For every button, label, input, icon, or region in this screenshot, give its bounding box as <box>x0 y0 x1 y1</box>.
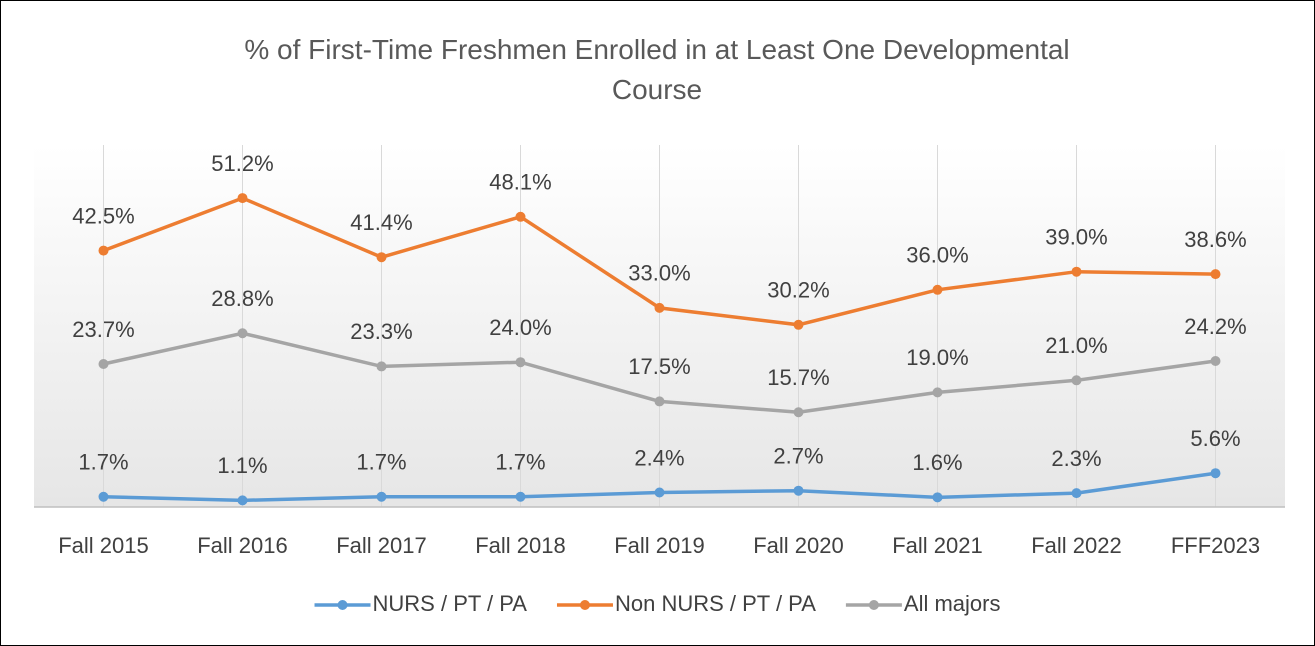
data-point <box>793 407 804 418</box>
data-point <box>515 491 526 502</box>
data-point <box>1071 488 1082 499</box>
data-label: 19.0% <box>906 345 968 370</box>
data-point <box>654 487 665 498</box>
data-label: 41.4% <box>350 210 412 235</box>
data-point <box>654 396 665 407</box>
x-tick-label: Fall 2021 <box>892 533 983 558</box>
x-tick-label: Fall 2019 <box>614 533 705 558</box>
data-point <box>1210 468 1221 479</box>
data-label: 2.7% <box>773 444 823 469</box>
data-label: 1.6% <box>912 450 962 475</box>
legend-marker <box>337 600 348 610</box>
data-label: 48.1% <box>489 170 551 195</box>
legend-label: All majors <box>904 591 1001 616</box>
x-tick-label: Fall 2017 <box>336 533 427 558</box>
data-label: 17.5% <box>628 354 690 379</box>
data-point <box>98 245 109 256</box>
x-tick-label: Fall 2020 <box>753 533 844 558</box>
legend-label: NURS / PT / PA <box>373 591 528 616</box>
data-label: 51.2% <box>211 151 273 176</box>
data-label: 2.3% <box>1051 446 1101 471</box>
data-label: 24.0% <box>489 315 551 340</box>
x-tick-label: Fall 2022 <box>1031 533 1122 558</box>
data-point <box>98 491 109 502</box>
data-point <box>237 495 248 506</box>
data-label: 28.8% <box>211 286 273 311</box>
data-label: 15.7% <box>767 365 829 390</box>
data-label: 39.0% <box>1045 225 1107 250</box>
data-point <box>237 328 248 339</box>
data-label: 2.4% <box>634 445 684 470</box>
data-point <box>98 359 109 370</box>
x-tick-label: Fall 2016 <box>197 533 288 558</box>
data-point <box>376 252 387 263</box>
legend-marker <box>579 600 590 610</box>
chart-title: % of First-Time Freshmen Enrolled in at … <box>244 34 1070 105</box>
x-tick-label: FFF2023 <box>1171 533 1260 558</box>
data-label: 1.1% <box>217 453 267 478</box>
data-label: 21.0% <box>1045 333 1107 358</box>
data-point <box>654 302 665 313</box>
data-label: 24.2% <box>1184 314 1246 339</box>
data-point <box>237 193 248 204</box>
data-label: 1.7% <box>356 450 406 475</box>
data-point <box>1210 269 1221 280</box>
data-point <box>1071 266 1082 277</box>
legend-marker <box>868 600 879 610</box>
data-point <box>376 361 387 372</box>
data-label: 1.7% <box>78 450 128 475</box>
data-point <box>793 319 804 330</box>
data-point <box>932 284 943 295</box>
data-point <box>376 491 387 502</box>
data-label: 38.6% <box>1184 227 1246 252</box>
data-label: 30.2% <box>767 278 829 303</box>
data-point <box>515 357 526 368</box>
data-point <box>932 492 943 503</box>
x-tick-label: Fall 2015 <box>58 533 149 558</box>
data-point <box>1071 375 1082 386</box>
data-label: 5.6% <box>1190 426 1240 451</box>
data-point <box>932 387 943 398</box>
legend-label: Non NURS / PT / PA <box>615 591 816 616</box>
data-label: 23.3% <box>350 319 412 344</box>
data-point <box>515 211 526 222</box>
x-tick-label: Fall 2018 <box>475 533 566 558</box>
data-point <box>793 485 804 496</box>
data-label: 23.7% <box>72 317 134 342</box>
data-label: 36.0% <box>906 243 968 268</box>
data-label: 33.0% <box>628 261 690 286</box>
data-label: 42.5% <box>72 203 134 228</box>
data-label: 1.7% <box>495 450 545 475</box>
data-point <box>1210 355 1221 366</box>
